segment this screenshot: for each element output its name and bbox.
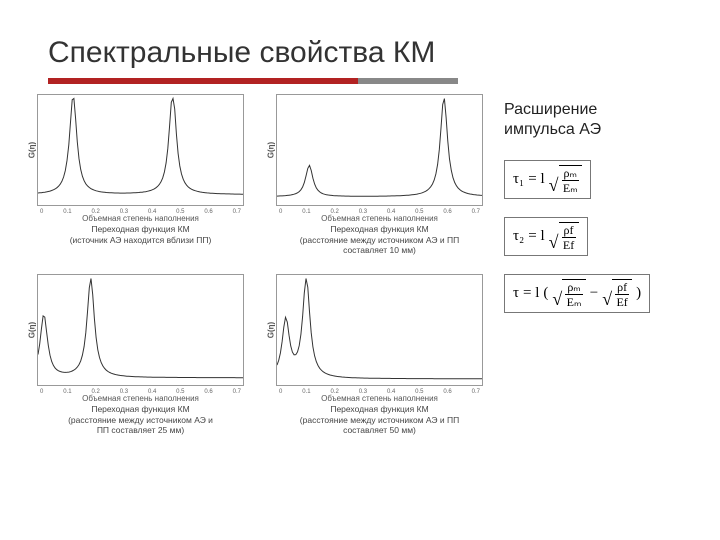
formula-tau1: τ₁ = l √ ρₘ Eₘ xyxy=(504,160,591,199)
chart-2-caption: Переходная функция КМ (расстояние между … xyxy=(68,404,213,436)
chart-0-xlabel: Объемная степень наполнения xyxy=(82,214,199,223)
chart-3-xticks: 00.10.20.30.40.50.60.7 xyxy=(277,389,482,395)
chart-2-xlabel: Объемная степень наполнения xyxy=(82,394,199,403)
chart-3-ylabel: G(η) xyxy=(267,322,276,338)
divider-grey xyxy=(358,78,458,84)
chart-2: G(η) 00.10.20.30.40.50.60.7 Объемная сте… xyxy=(30,274,251,436)
chart-1-curve xyxy=(277,95,482,205)
sidebar: Расширение импульса АЭ τ₁ = l √ ρₘ Eₘ τ₂… xyxy=(504,94,700,436)
chart-3-caption: Переходная функция КМ (расстояние между … xyxy=(300,404,459,436)
page-title: Спектральные свойства КМ xyxy=(48,36,680,70)
chart-3-curve xyxy=(277,275,482,385)
chart-1: G(η) 00.10.20.30.40.50.60.7 Объемная сте… xyxy=(269,94,490,256)
chart-2-xticks: 00.10.20.30.40.50.60.7 xyxy=(38,389,243,395)
chart-3-plot: G(η) 00.10.20.30.40.50.60.7 xyxy=(276,274,483,386)
chart-0-curve xyxy=(38,95,243,205)
sidebar-heading: Расширение импульса АЭ xyxy=(504,100,700,140)
chart-1-caption: Переходная функция КМ (расстояние между … xyxy=(300,224,459,256)
chart-0-plot: G(η) 00.10.20.30.40.50.60.7 xyxy=(37,94,244,206)
chart-0-caption: Переходная функция КМ (источник АЭ наход… xyxy=(70,224,212,245)
chart-0-ylabel: G(η) xyxy=(28,142,37,158)
chart-3: G(η) 00.10.20.30.40.50.60.7 Объемная сте… xyxy=(269,274,490,436)
chart-0-xticks: 00.10.20.30.40.50.60.7 xyxy=(38,209,243,215)
chart-1-plot: G(η) 00.10.20.30.40.50.60.7 xyxy=(276,94,483,206)
divider-red xyxy=(48,78,358,84)
formula-tau2: τ₂ = l √ ρf Ef xyxy=(504,217,588,256)
chart-2-curve xyxy=(38,275,243,385)
chart-grid: G(η) 00.10.20.30.40.50.60.7 Объемная сте… xyxy=(30,94,490,436)
chart-2-plot: G(η) 00.10.20.30.40.50.60.7 xyxy=(37,274,244,386)
chart-1-xlabel: Объемная степень наполнения xyxy=(321,214,438,223)
formula-tau: τ = l ( √ ρₘ Eₘ − √ ρf Ef ) xyxy=(504,274,650,313)
chart-2-ylabel: G(η) xyxy=(28,322,37,338)
chart-1-xticks: 00.10.20.30.40.50.60.7 xyxy=(277,209,482,215)
chart-1-ylabel: G(η) xyxy=(267,142,276,158)
formula-list: τ₁ = l √ ρₘ Eₘ τ₂ = l √ ρf Ef xyxy=(504,160,700,313)
chart-3-xlabel: Объемная степень наполнения xyxy=(321,394,438,403)
chart-0: G(η) 00.10.20.30.40.50.60.7 Объемная сте… xyxy=(30,94,251,256)
